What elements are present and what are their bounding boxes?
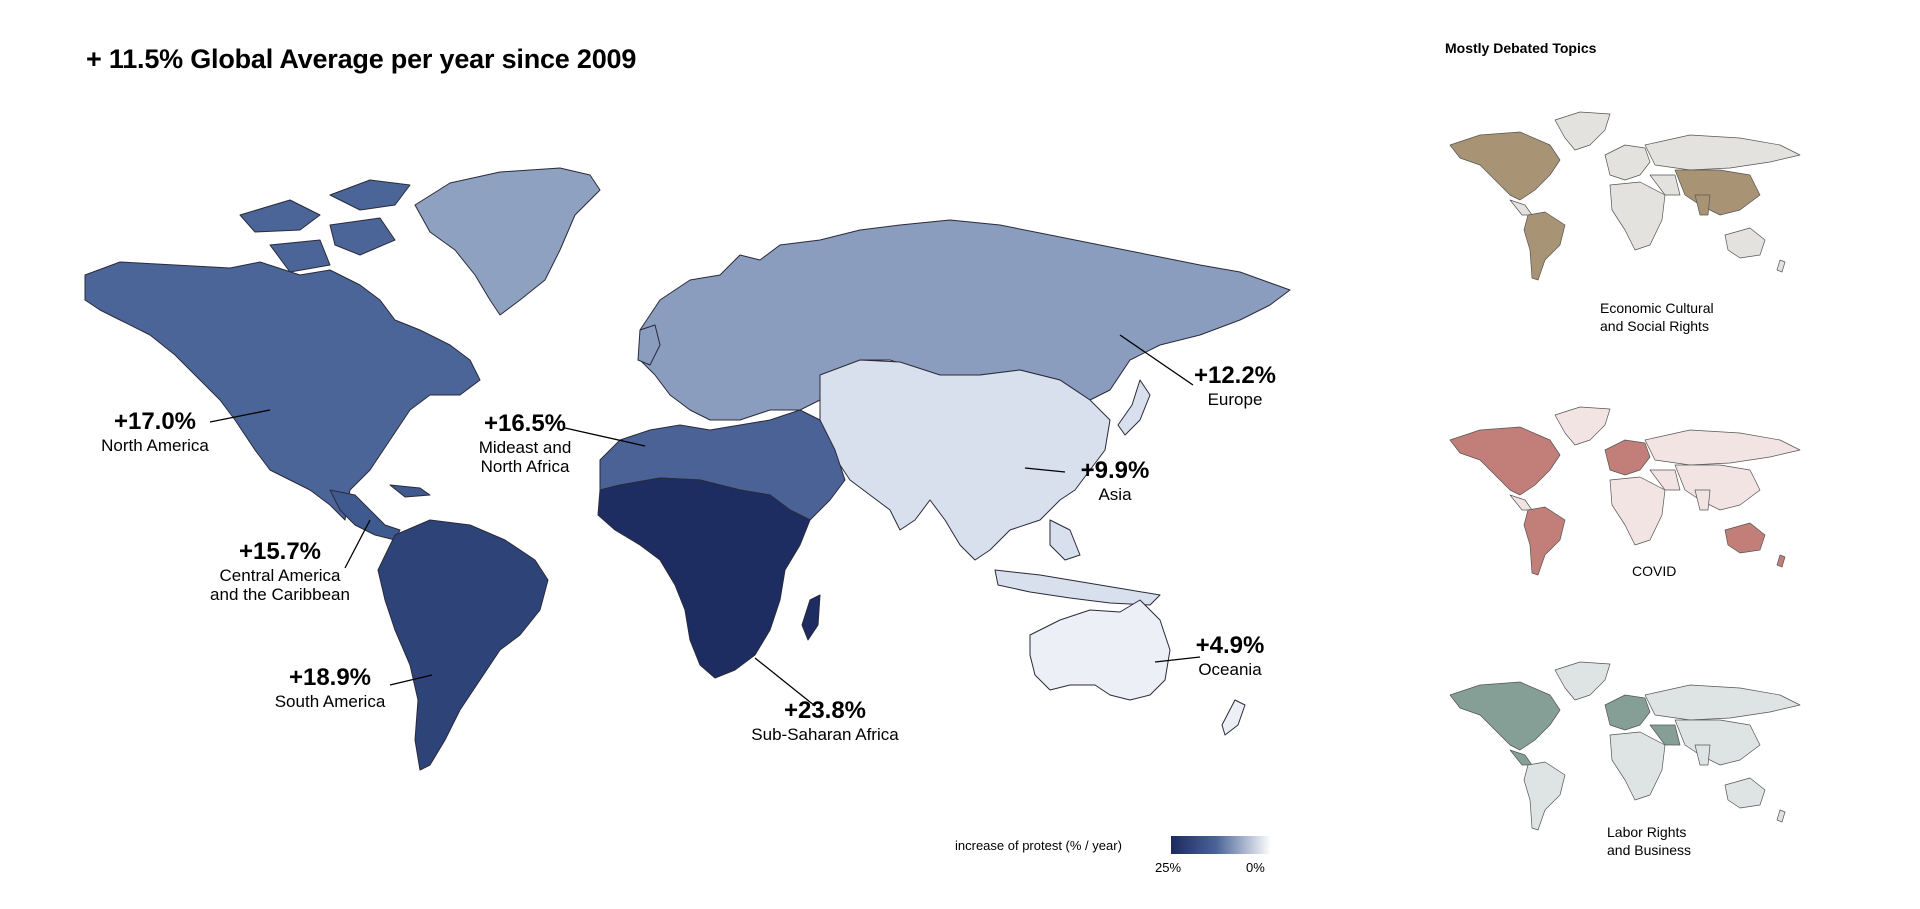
pct-north-america: +17.0%: [113, 408, 197, 435]
mini-region-india: [1694, 744, 1711, 766]
mini-region-oceania: [1724, 227, 1766, 259]
caption-covid: COVID: [1632, 563, 1677, 579]
leader-central-america: [344, 519, 371, 569]
mini-region-greenland: [1554, 661, 1611, 701]
mini-map-labor: [1449, 661, 1801, 831]
region-japan: [1117, 379, 1151, 436]
name-central-america: Central America and the Caribbean: [210, 565, 350, 605]
mini-region-sa: [1523, 506, 1566, 576]
region-arctic-islands: [239, 179, 411, 273]
mini-region-india: [1694, 194, 1711, 216]
region-caribbean: [389, 484, 431, 498]
mini-region-greenland: [1554, 406, 1611, 446]
mini-region-europe: [1604, 694, 1651, 731]
region-oceania: [1029, 599, 1171, 701]
mini-map-economic: [1449, 111, 1801, 281]
region-indonesia: [994, 569, 1161, 606]
label-oceania: +4.9% Oceania: [1185, 632, 1275, 679]
mini-region-africa: [1609, 181, 1666, 251]
world-map: [84, 167, 1291, 771]
mini-region-africa: [1609, 731, 1666, 801]
label-south-america: +18.9% South America: [265, 664, 395, 711]
mini-region-ca: [1509, 494, 1533, 511]
mini-region-na: [1449, 426, 1561, 496]
leader-subsaharan: [754, 657, 816, 707]
label-central-america: +15.7% Central America and the Caribbean: [200, 538, 360, 605]
leader-north-america: [209, 409, 271, 423]
mini-region-asia: [1674, 464, 1761, 511]
mini-region-russia: [1644, 429, 1801, 466]
mini-region-ca: [1509, 199, 1533, 216]
caption-labor: Labor Rights and Business: [1607, 824, 1692, 858]
mini-region-nz: [1776, 554, 1786, 568]
legend-title: increase of protest (% / year): [955, 838, 1122, 853]
mini-region-asia: [1674, 719, 1761, 766]
region-greenland: [414, 167, 601, 316]
region-subsaharan-africa: [597, 477, 811, 679]
caption-economic: Economic Cultural and Social Rights: [1600, 300, 1714, 334]
mini-region-asia: [1674, 169, 1761, 216]
label-asia: +9.9% Asia: [1070, 457, 1160, 504]
mini-region-ca: [1509, 749, 1533, 766]
mini-region-oceania: [1724, 777, 1766, 809]
mini-region-greenland: [1554, 111, 1611, 151]
name-europe: Europe: [1207, 389, 1263, 409]
mini-region-mideast: [1649, 724, 1681, 746]
pct-europe: +12.2%: [1193, 362, 1277, 389]
mini-region-europe: [1604, 439, 1651, 476]
region-southeast-asia: [1049, 519, 1081, 561]
region-europe: [639, 219, 1291, 421]
label-subsaharan: +23.8% Sub-Saharan Africa: [735, 697, 915, 744]
mini-region-russia: [1644, 134, 1801, 171]
name-north-america: North America: [101, 435, 209, 455]
mini-region-sa: [1523, 211, 1566, 281]
legend-min-label: 25%: [1155, 860, 1182, 875]
pct-south-america: +18.9%: [288, 664, 372, 691]
pct-subsaharan: +23.8%: [783, 697, 867, 724]
pct-central-america: +15.7%: [238, 538, 322, 565]
name-subsaharan: Sub-Saharan Africa: [751, 724, 899, 744]
leader-oceania: [1154, 656, 1201, 663]
label-europe: +12.2% Europe: [1185, 362, 1285, 409]
leader-mideast: [564, 427, 646, 447]
label-mideast: +16.5% Mideast and North Africa: [465, 410, 585, 477]
legend-max-label: 0%: [1246, 860, 1265, 875]
mini-region-na: [1449, 131, 1561, 201]
mini-region-nz: [1776, 259, 1786, 273]
mini-region-sa: [1523, 761, 1566, 831]
name-south-america: South America: [274, 691, 386, 711]
mini-region-russia: [1644, 684, 1801, 721]
side-panel-title: Mostly Debated Topics: [1445, 40, 1597, 56]
name-mideast: Mideast and North Africa: [478, 437, 572, 477]
mini-region-nz: [1776, 809, 1786, 823]
mini-region-europe: [1604, 144, 1651, 181]
name-asia: Asia: [1098, 484, 1132, 504]
leader-south-america: [389, 674, 433, 686]
name-oceania: Oceania: [1198, 659, 1262, 679]
pct-asia: +9.9%: [1080, 457, 1150, 484]
leader-europe: [1119, 334, 1194, 386]
mini-region-africa: [1609, 476, 1666, 546]
page-title: + 11.5% Global Average per year since 20…: [86, 44, 637, 74]
mini-map-covid: [1449, 406, 1801, 576]
leader-asia: [1024, 467, 1066, 473]
mini-region-oceania: [1724, 522, 1766, 554]
region-new-zealand: [1221, 699, 1246, 736]
region-north-america: [84, 261, 481, 521]
mini-region-mideast: [1649, 174, 1681, 196]
pct-mideast: +16.5%: [483, 410, 567, 437]
region-asia: [819, 359, 1111, 561]
region-madagascar: [801, 594, 821, 641]
label-north-america: +17.0% North America: [85, 408, 225, 455]
mini-region-na: [1449, 681, 1561, 751]
region-uk: [637, 324, 661, 366]
pct-oceania: +4.9%: [1195, 632, 1265, 659]
mini-region-mideast: [1649, 469, 1681, 491]
legend-gradient: [1171, 836, 1271, 854]
mini-region-india: [1694, 489, 1711, 511]
region-south-america: [377, 519, 549, 771]
